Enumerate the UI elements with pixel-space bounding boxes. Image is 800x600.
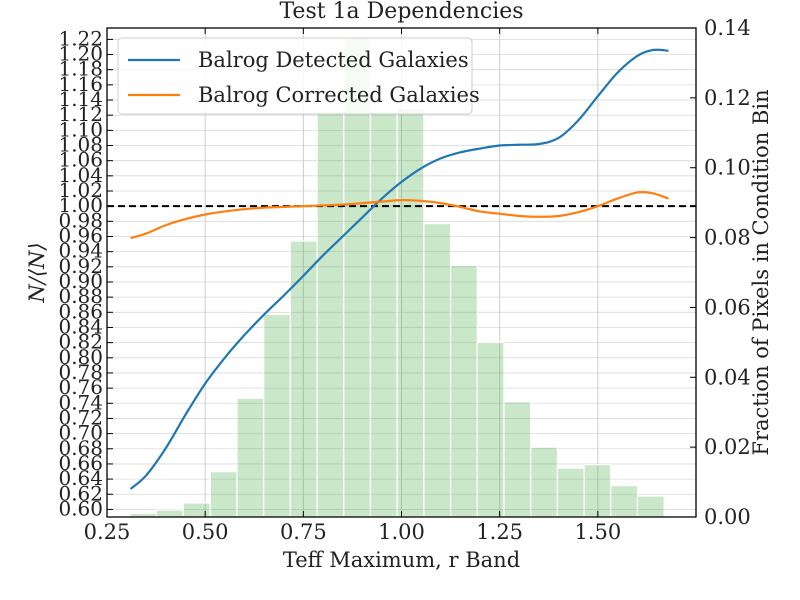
y-right-tick-label: 0.08 xyxy=(704,226,751,250)
x-tick-label: 1.25 xyxy=(476,520,523,544)
histogram-bar xyxy=(316,111,345,518)
y-right-tick-label: 0.00 xyxy=(704,505,751,529)
histogram-bar xyxy=(503,401,532,518)
y-left-tick-label: 0.76 xyxy=(58,375,103,399)
y-axis-label-right: Fraction of Pixels in Condition Bin xyxy=(749,89,773,455)
histogram-bar xyxy=(182,502,211,518)
y-left-tick-label: 0.92 xyxy=(58,254,103,278)
y-left-tick-label: 1.00 xyxy=(58,193,103,217)
grid-layer xyxy=(106,28,696,517)
histogram-bar xyxy=(263,313,291,518)
histogram-bar xyxy=(636,495,665,518)
legend-box xyxy=(117,37,473,115)
y-left-tick-label: 0.72 xyxy=(58,405,103,429)
y-left-tick-label: 1.06 xyxy=(58,148,103,172)
histogram-bar xyxy=(369,111,398,518)
y-left-tick-label: 1.14 xyxy=(58,87,103,111)
y-left-tick-label: 0.74 xyxy=(58,390,103,414)
histogram-bar xyxy=(423,223,452,518)
y-right-tick-label: 0.04 xyxy=(704,365,751,389)
x-tick-label: 0.25 xyxy=(84,520,131,544)
y-left-tick-label: 0.62 xyxy=(58,481,103,505)
y-right-tick-label: 0.06 xyxy=(704,295,751,319)
y-right-tick-label: 0.14 xyxy=(704,16,751,40)
y-left-tick-label: 0.96 xyxy=(58,223,103,247)
y-left-tick-label: 0.94 xyxy=(58,239,103,263)
y-left-tick-label: 0.82 xyxy=(58,330,103,354)
y-left-tick-label: 0.84 xyxy=(58,314,103,338)
x-tick-label: 0.50 xyxy=(182,520,229,544)
y-left-tick-label: 0.86 xyxy=(58,299,103,323)
x-tick-label: 0.75 xyxy=(280,520,327,544)
y-left-tick-label: 1.08 xyxy=(58,133,103,157)
histogram-bar xyxy=(236,397,265,518)
histogram-bar xyxy=(556,467,585,518)
y-right-tick-label: 0.12 xyxy=(704,86,751,110)
histogram-bar xyxy=(583,464,612,518)
histogram-bar xyxy=(476,341,505,518)
series-line-corrected xyxy=(130,190,669,240)
y-left-tick-label: 1.12 xyxy=(58,102,103,126)
y-left-tick-label: 1.16 xyxy=(58,72,103,96)
series-line-detected xyxy=(129,48,669,490)
y-left-tick-label: 0.88 xyxy=(58,284,103,308)
y-right-tick-label: 0.02 xyxy=(704,435,751,459)
y-left-tick-label: 0.80 xyxy=(58,345,103,369)
histogram-bar xyxy=(289,240,318,518)
y-left-tick-label: 1.20 xyxy=(58,42,103,66)
y-left-tick-label: 1.22 xyxy=(58,26,103,50)
y-left-tick-label: 0.70 xyxy=(58,421,103,445)
y-left-tick-label: 0.78 xyxy=(58,360,103,384)
histogram-bar xyxy=(209,470,238,518)
y-left-tick-label: 0.60 xyxy=(58,496,103,520)
legend-label-corrected: Balrog Corrected Galaxies xyxy=(198,83,480,107)
y-left-tick-label: 0.66 xyxy=(58,451,103,475)
histogram-bar xyxy=(449,264,478,518)
histogram-bar xyxy=(610,484,639,518)
histogram-bar xyxy=(530,446,558,518)
chart-title: Test 1a Dependencies xyxy=(279,0,523,24)
histogram-bar xyxy=(155,509,184,518)
x-tick-label: 1.50 xyxy=(574,520,621,544)
x-tick-label: 1.00 xyxy=(378,520,425,544)
y-right-tick-label: 0.10 xyxy=(704,156,751,180)
y-left-tick-label: 1.04 xyxy=(58,163,103,187)
y-left-tick-label: 0.90 xyxy=(58,269,103,293)
y-left-tick-label: 0.68 xyxy=(58,436,103,460)
legend: Balrog Detected Galaxies Balrog Correcte… xyxy=(117,37,480,115)
tick-layer: 0.25 0.50 0.75 1.00 1.25 1.50 0.600.620.640.66… xyxy=(58,16,750,544)
y-axis-label-left: N/⟨N⟩ xyxy=(25,242,49,303)
y-left-tick-label: 1.10 xyxy=(58,117,103,141)
legend-label-detected: Balrog Detected Galaxies xyxy=(198,48,469,72)
y-left-tick-label: 0.98 xyxy=(58,208,103,232)
y-left-tick-label: 1.18 xyxy=(58,57,103,81)
y-left-tick-label: 0.64 xyxy=(58,466,103,490)
x-axis-label: Teff Maximum, r Band xyxy=(283,548,520,572)
y-left-tick-label: 1.02 xyxy=(58,178,103,202)
series-lines xyxy=(129,48,669,490)
